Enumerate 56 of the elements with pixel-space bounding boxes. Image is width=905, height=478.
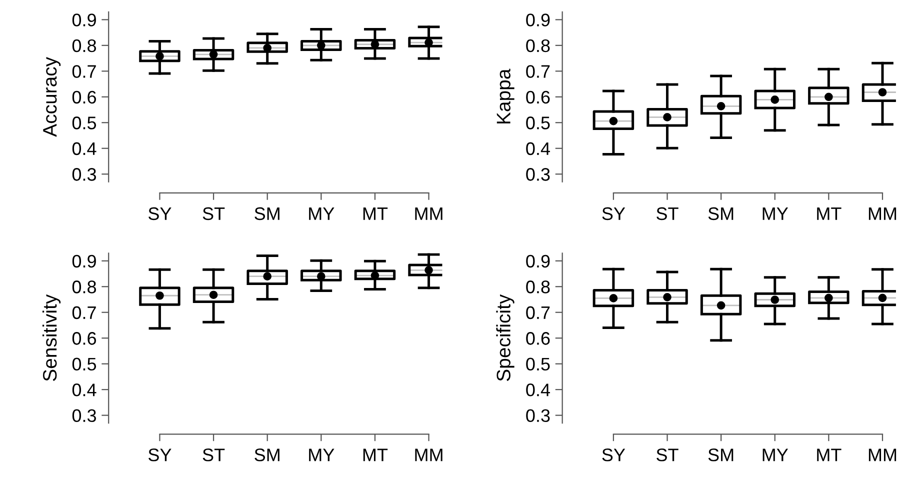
x-tick-label: MY bbox=[762, 448, 788, 462]
x-tick-label: ST bbox=[202, 207, 225, 220]
y-tick-label: 0.8 bbox=[72, 280, 96, 294]
y-axis-title: Accuracy bbox=[43, 56, 61, 137]
y-axis-title: Kappa bbox=[496, 68, 514, 124]
x-tick-label: SY bbox=[148, 207, 172, 220]
y-tick-label: 0.8 bbox=[72, 39, 96, 52]
y-tick-label: 0.9 bbox=[72, 14, 96, 26]
y-tick-label: 0.3 bbox=[526, 409, 550, 422]
x-tick-label: SY bbox=[148, 448, 172, 462]
y-axis-title: Specificity bbox=[496, 294, 514, 381]
y-tick-label: 0.8 bbox=[526, 280, 550, 294]
y-tick-label: 0.5 bbox=[72, 116, 96, 130]
x-tick-label: SM bbox=[708, 448, 734, 462]
x-tick-label: MT bbox=[363, 207, 388, 220]
x-tick-label: MT bbox=[817, 448, 842, 462]
y-tick-label: 0.9 bbox=[72, 254, 96, 268]
x-tick-label: MY bbox=[309, 448, 334, 462]
y-tick-label: 0.3 bbox=[72, 409, 96, 422]
y-tick-label: 0.8 bbox=[526, 39, 550, 52]
x-tick-label: MY bbox=[762, 207, 788, 220]
y-tick-label: 0.7 bbox=[72, 65, 96, 78]
y-tick-label: 0.5 bbox=[72, 358, 96, 371]
x-tick-label: ST bbox=[202, 448, 225, 462]
y-tick-label: 0.9 bbox=[526, 14, 550, 26]
x-tick-label: SM bbox=[254, 448, 280, 462]
x-tick-label: SY bbox=[602, 448, 626, 462]
y-tick-label: 0.3 bbox=[72, 168, 96, 181]
y-tick-label: 0.4 bbox=[526, 142, 550, 156]
y-tick-label: 0.6 bbox=[72, 332, 96, 345]
x-tick-label: SY bbox=[602, 207, 626, 220]
y-tick-label: 0.4 bbox=[72, 384, 96, 396]
x-tick-label: MT bbox=[363, 448, 388, 462]
y-tick-label: 0.4 bbox=[72, 142, 96, 156]
x-tick-label: MM bbox=[868, 448, 896, 462]
x-tick-label: MM bbox=[868, 207, 896, 220]
y-axis-title: Sensitivity bbox=[42, 294, 61, 381]
y-tick-label: 0.5 bbox=[526, 116, 550, 130]
y-tick-label: 0.9 bbox=[526, 254, 550, 268]
x-tick-label: ST bbox=[656, 207, 678, 220]
x-tick-label: MM bbox=[415, 448, 442, 462]
y-tick-label: 0.4 bbox=[526, 384, 550, 396]
y-tick-label: 0.7 bbox=[526, 65, 550, 78]
x-tick-label: MY bbox=[309, 207, 334, 220]
y-tick-label: 0.5 bbox=[526, 358, 550, 371]
y-tick-label: 0.3 bbox=[526, 168, 550, 181]
y-tick-label: 0.7 bbox=[526, 306, 550, 320]
y-tick-label: 0.6 bbox=[72, 90, 96, 104]
y-tick-label: 0.7 bbox=[72, 306, 96, 320]
x-tick-label: MT bbox=[817, 207, 842, 220]
x-tick-label: SM bbox=[708, 207, 734, 220]
x-tick-label: MM bbox=[415, 207, 442, 220]
y-tick-label: 0.6 bbox=[526, 90, 550, 104]
x-tick-label: SM bbox=[254, 207, 280, 220]
y-tick-label: 0.6 bbox=[526, 332, 550, 345]
x-tick-label: ST bbox=[656, 448, 678, 462]
